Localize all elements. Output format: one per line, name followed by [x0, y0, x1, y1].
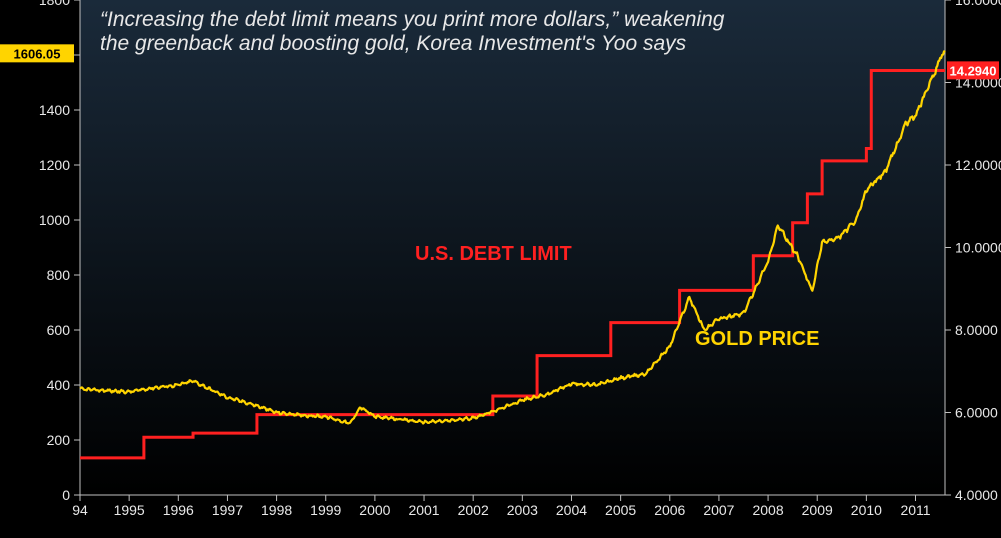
svg-text:600: 600	[47, 322, 71, 338]
svg-text:8.0000: 8.0000	[955, 322, 998, 338]
svg-text:2000: 2000	[359, 502, 390, 518]
svg-text:1200: 1200	[39, 157, 70, 173]
svg-text:1000: 1000	[39, 212, 70, 228]
svg-text:the greenback and boosting gol: the greenback and boosting gold, Korea I…	[100, 32, 687, 55]
svg-text:2004: 2004	[556, 502, 587, 518]
svg-text:1998: 1998	[261, 502, 292, 518]
svg-text:2006: 2006	[654, 502, 685, 518]
svg-text:16.0000: 16.0000	[955, 0, 1001, 8]
svg-text:12.0000: 12.0000	[955, 157, 1001, 173]
chart-container: 0200400600800100012001400160018004.00006…	[0, 0, 1001, 538]
svg-text:2002: 2002	[458, 502, 489, 518]
svg-text:2007: 2007	[703, 502, 734, 518]
svg-text:2001: 2001	[408, 502, 439, 518]
svg-text:1400: 1400	[39, 102, 70, 118]
svg-text:U.S. DEBT LIMIT: U.S. DEBT LIMIT	[415, 243, 572, 265]
svg-text:6.0000: 6.0000	[955, 405, 998, 421]
svg-text:1800: 1800	[39, 0, 70, 8]
svg-text:1606.05: 1606.05	[14, 46, 61, 61]
svg-text:2011: 2011	[900, 502, 930, 518]
svg-text:2008: 2008	[752, 502, 783, 518]
svg-text:14.2940: 14.2940	[950, 63, 997, 78]
svg-text:1996: 1996	[163, 502, 194, 518]
svg-text:200: 200	[47, 432, 71, 448]
svg-text:4.0000: 4.0000	[955, 487, 998, 503]
svg-text:800: 800	[47, 267, 71, 283]
svg-text:1995: 1995	[114, 502, 145, 518]
svg-text:0: 0	[62, 487, 70, 503]
svg-text:GOLD PRICE: GOLD PRICE	[695, 328, 819, 350]
svg-text:10.0000: 10.0000	[955, 240, 1001, 256]
svg-text:400: 400	[47, 377, 71, 393]
svg-text:1999: 1999	[310, 502, 341, 518]
svg-text:2009: 2009	[802, 502, 833, 518]
chart-svg: 0200400600800100012001400160018004.00006…	[0, 0, 1001, 538]
svg-text:2010: 2010	[851, 502, 882, 518]
svg-text:94: 94	[72, 502, 88, 518]
svg-text:“Increasing the debt limit mea: “Increasing the debt limit means you pri…	[100, 8, 725, 31]
svg-text:1997: 1997	[212, 502, 243, 518]
svg-text:2003: 2003	[507, 502, 538, 518]
svg-text:2005: 2005	[605, 502, 636, 518]
